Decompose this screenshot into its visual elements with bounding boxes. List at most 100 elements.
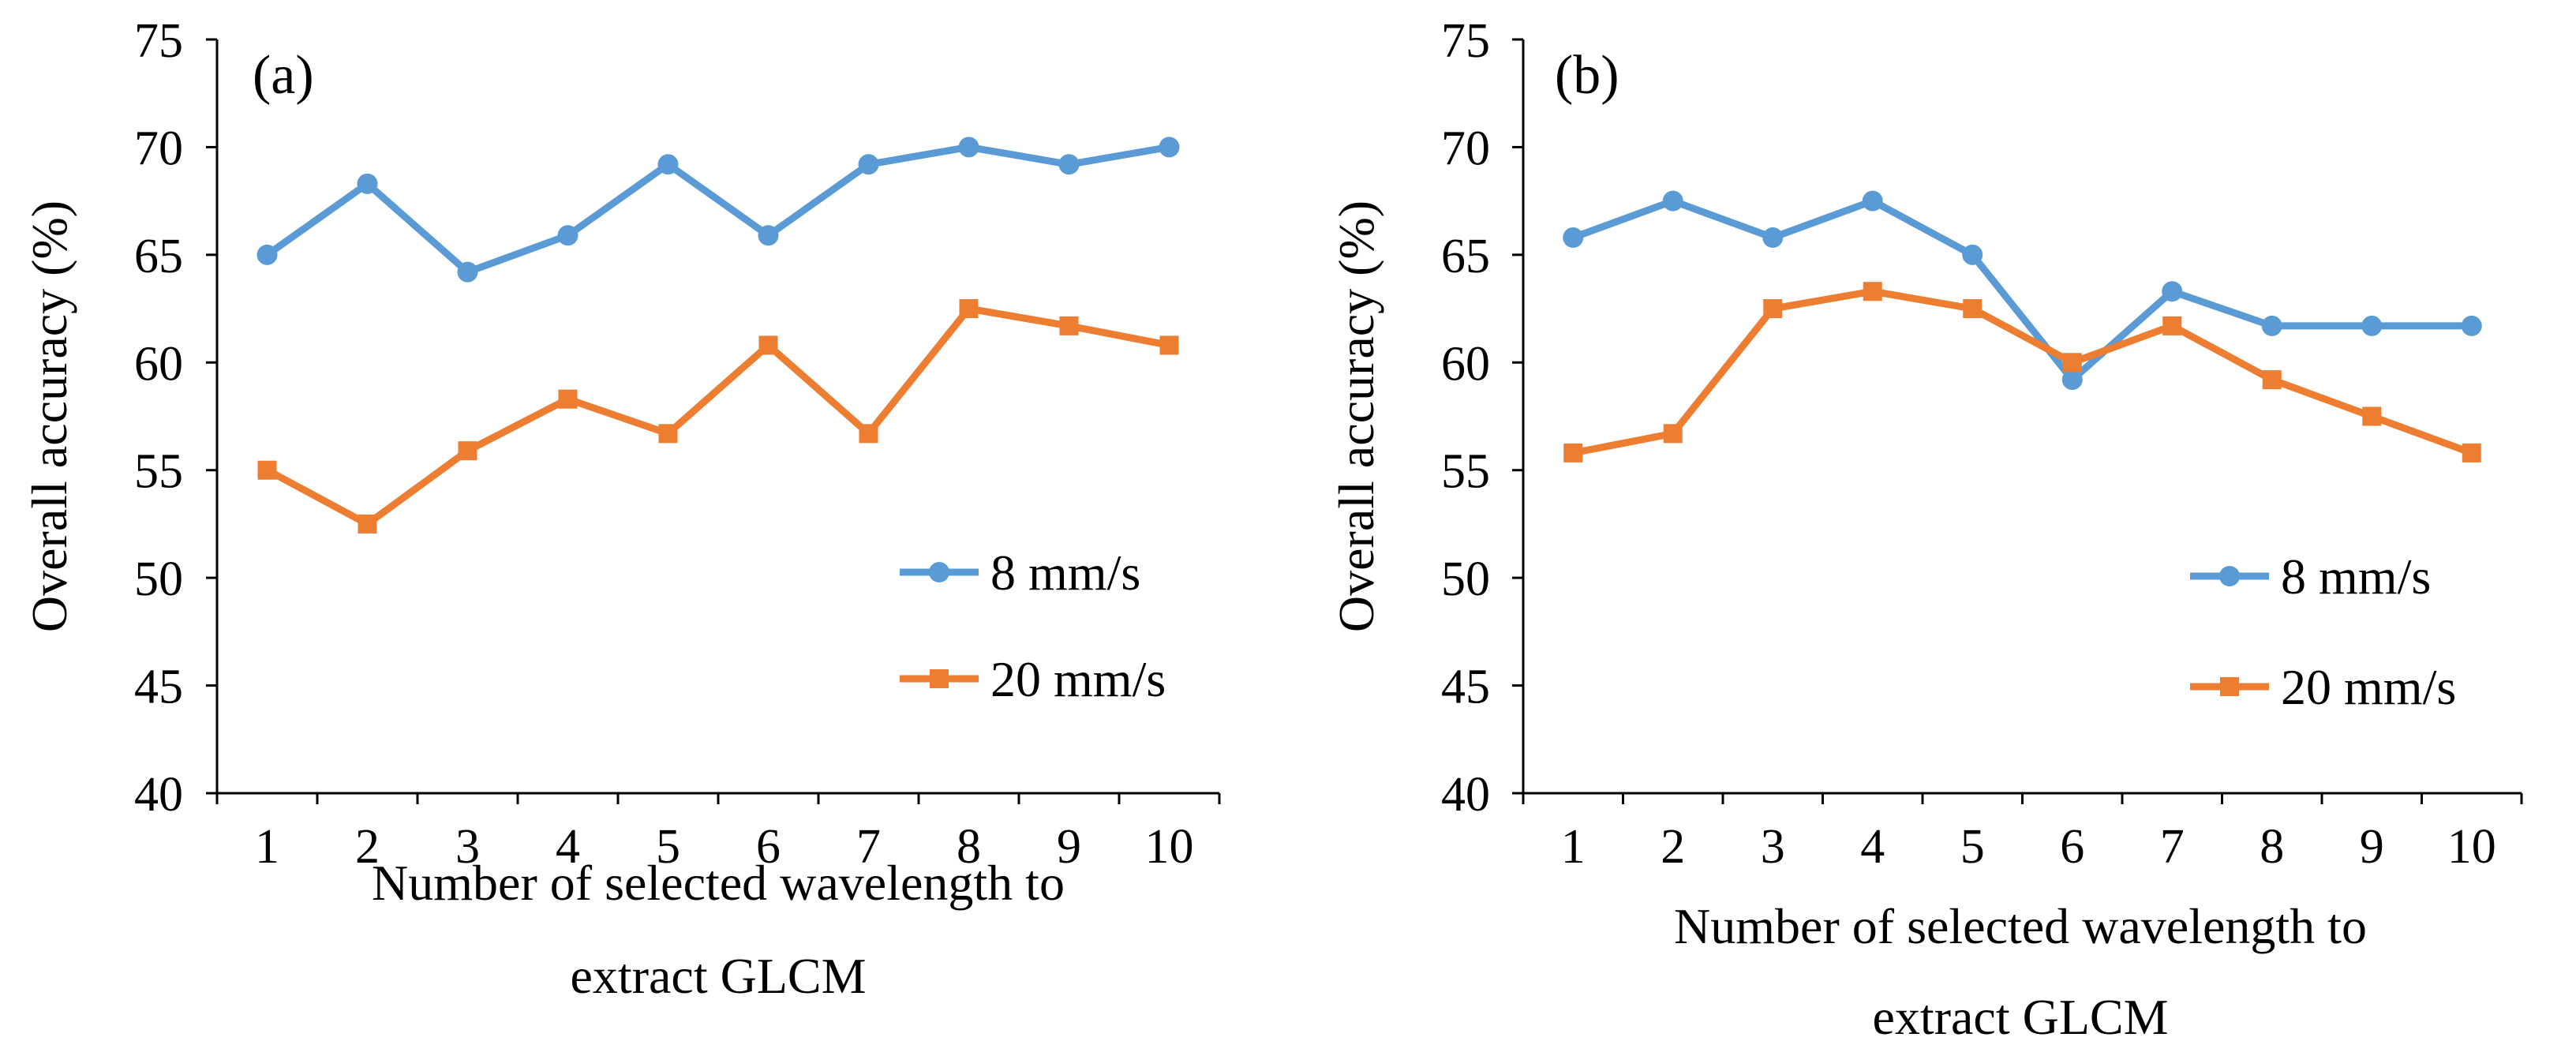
data-point-circle	[1762, 227, 1784, 249]
y-tick-label: 55	[134, 445, 183, 499]
x-tick-label: 4	[556, 820, 580, 874]
legend-marker-circle	[2219, 566, 2240, 586]
data-point-circle	[557, 225, 578, 246]
x-tick-label: 2	[1661, 820, 1685, 874]
data-point-square	[1663, 424, 1683, 444]
legend-label: 20 mm/s	[2281, 659, 2456, 715]
x-tick-label: 6	[756, 820, 781, 874]
data-point-square	[2262, 370, 2282, 390]
x-tick-label: 3	[1761, 820, 1785, 874]
x-tick-label: 5	[656, 820, 680, 874]
data-point-square	[2162, 316, 2182, 335]
x-axis-title-line-2: extract GLCM	[571, 948, 867, 1004]
x-tick-label: 8	[2260, 820, 2284, 874]
data-point-square	[1563, 443, 1583, 462]
y-tick-label: 40	[1441, 768, 1490, 822]
data-point-circle	[1662, 190, 1683, 212]
data-point-circle	[457, 261, 478, 283]
x-tick-label: 1	[1561, 820, 1586, 874]
x-axis-title: Number of selected wavelength to	[372, 855, 1065, 911]
data-point-circle	[657, 154, 679, 175]
x-tick-label: 3	[455, 820, 480, 874]
data-point-circle	[2261, 315, 2282, 336]
series-20mms	[1563, 282, 2481, 462]
data-point-square	[2062, 353, 2082, 373]
y-tick-label: 55	[1441, 445, 1490, 499]
y-axis-title: Overall accuracy (%)	[1328, 200, 1384, 632]
legend-entry-8mms: 8 mm/s	[2190, 549, 2431, 605]
data-point-circle	[357, 173, 378, 194]
y-axis-title: Overall accuracy (%)	[21, 200, 77, 632]
data-point-circle	[256, 244, 278, 265]
series-20mms	[257, 299, 1179, 534]
data-point-circle	[858, 154, 879, 175]
series-8mms	[256, 137, 1180, 283]
panel-label: (b)	[1555, 45, 1619, 106]
y-tick-label: 70	[134, 122, 183, 175]
data-point-circle	[2361, 315, 2383, 336]
panel-label: (a)	[253, 45, 314, 106]
legend-label: 20 mm/s	[990, 651, 1166, 707]
series-line	[1569, 197, 2476, 384]
y-tick-label: 65	[1441, 230, 1490, 283]
data-point-circle	[1563, 227, 1584, 249]
x-tick-label: 4	[1860, 820, 1885, 874]
legend-marker-square	[930, 669, 949, 688]
y-tick-label: 45	[134, 661, 183, 714]
data-point-circle	[1862, 190, 1883, 212]
legend-entry-20mms: 20 mm/s	[900, 651, 1166, 707]
y-tick-label: 75	[134, 14, 183, 68]
data-point-circle	[1159, 137, 1180, 158]
x-tick-label: 7	[2160, 820, 2185, 874]
data-point-square	[358, 514, 377, 534]
x-tick-label: 6	[2060, 820, 2084, 874]
x-tick-label: 7	[856, 820, 881, 874]
x-tick-label: 1	[255, 820, 279, 874]
y-tick-label: 70	[1441, 122, 1490, 175]
x-tick-label: 2	[355, 820, 380, 874]
legend-marker-square	[2220, 677, 2239, 696]
x-tick-label: 10	[1145, 820, 1194, 874]
x-axis-title-line-2: extract GLCM	[1873, 989, 2169, 1045]
data-point-square	[959, 299, 979, 319]
data-point-square	[658, 424, 678, 444]
y-tick-label: 50	[1441, 552, 1490, 606]
data-point-square	[257, 460, 277, 480]
series-line	[264, 305, 1173, 528]
data-point-square	[1059, 316, 1079, 335]
data-point-square	[458, 441, 477, 461]
legend-entry-8mms: 8 mm/s	[900, 545, 1140, 601]
legend-label: 8 mm/s	[2281, 549, 2431, 605]
y-tick-label: 50	[134, 552, 183, 606]
data-point-circle	[2461, 315, 2482, 336]
series-line	[1569, 287, 2476, 457]
x-tick-label: 5	[1960, 820, 1985, 874]
data-point-square	[859, 424, 878, 444]
y-tick-label: 60	[1441, 337, 1490, 391]
data-point-circle	[958, 137, 979, 158]
x-axis-title: Number of selected wavelength to	[1674, 898, 2367, 954]
data-point-square	[1159, 335, 1179, 355]
data-point-square	[758, 335, 778, 355]
y-tick-label: 45	[1441, 661, 1490, 714]
x-tick-label: 9	[2360, 820, 2384, 874]
data-point-square	[2462, 443, 2481, 462]
data-point-square	[558, 389, 578, 409]
data-point-circle	[2061, 369, 2083, 391]
y-tick-label: 40	[134, 768, 183, 822]
data-point-circle	[758, 225, 779, 246]
y-tick-label: 60	[134, 337, 183, 391]
y-tick-label: 75	[1441, 14, 1490, 68]
x-tick-label: 8	[957, 820, 981, 874]
legend-entry-20mms: 20 mm/s	[2190, 659, 2456, 715]
data-point-square	[2362, 406, 2382, 426]
series-line	[264, 143, 1173, 276]
data-point-square	[1863, 282, 1882, 301]
data-point-circle	[2162, 281, 2183, 302]
series-8mms	[1563, 190, 2482, 391]
y-tick-label: 65	[134, 230, 183, 283]
x-tick-label: 10	[2447, 820, 2496, 874]
data-point-circle	[1058, 154, 1080, 175]
